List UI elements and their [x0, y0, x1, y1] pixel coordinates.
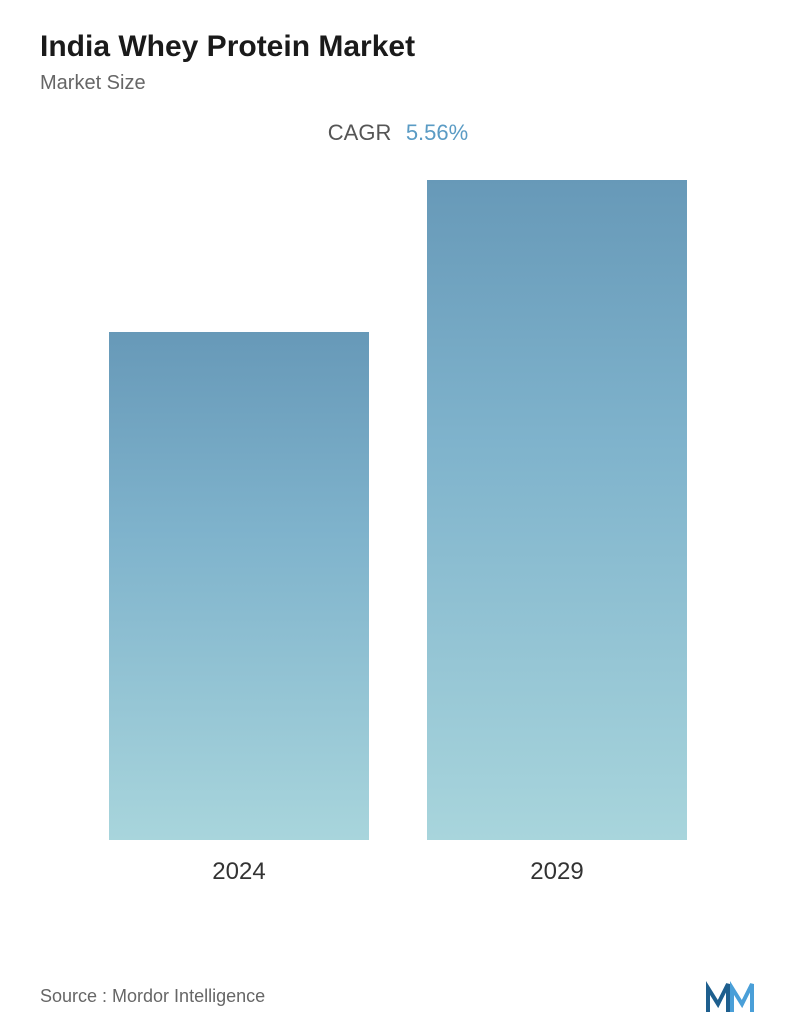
bar-label-2024: 2024: [212, 858, 265, 886]
cagr-row: CAGR 5.56%: [40, 120, 756, 146]
source-text: Source : Mordor Intelligence: [40, 986, 265, 1007]
bar-chart: 2024 2029: [40, 206, 756, 886]
mordor-logo-icon: [706, 978, 756, 1014]
chart-title: India Whey Protein Market: [40, 30, 756, 64]
footer: Source : Mordor Intelligence: [40, 978, 756, 1014]
chart-subtitle: Market Size: [40, 72, 756, 95]
cagr-value: 5.56%: [406, 120, 468, 145]
bar-group-2029: 2029: [427, 180, 687, 886]
cagr-label: CAGR: [328, 120, 392, 145]
bar-2029: [427, 180, 687, 840]
bar-group-2024: 2024: [109, 332, 369, 886]
bar-2024: [109, 332, 369, 840]
bar-label-2029: 2029: [530, 858, 583, 886]
